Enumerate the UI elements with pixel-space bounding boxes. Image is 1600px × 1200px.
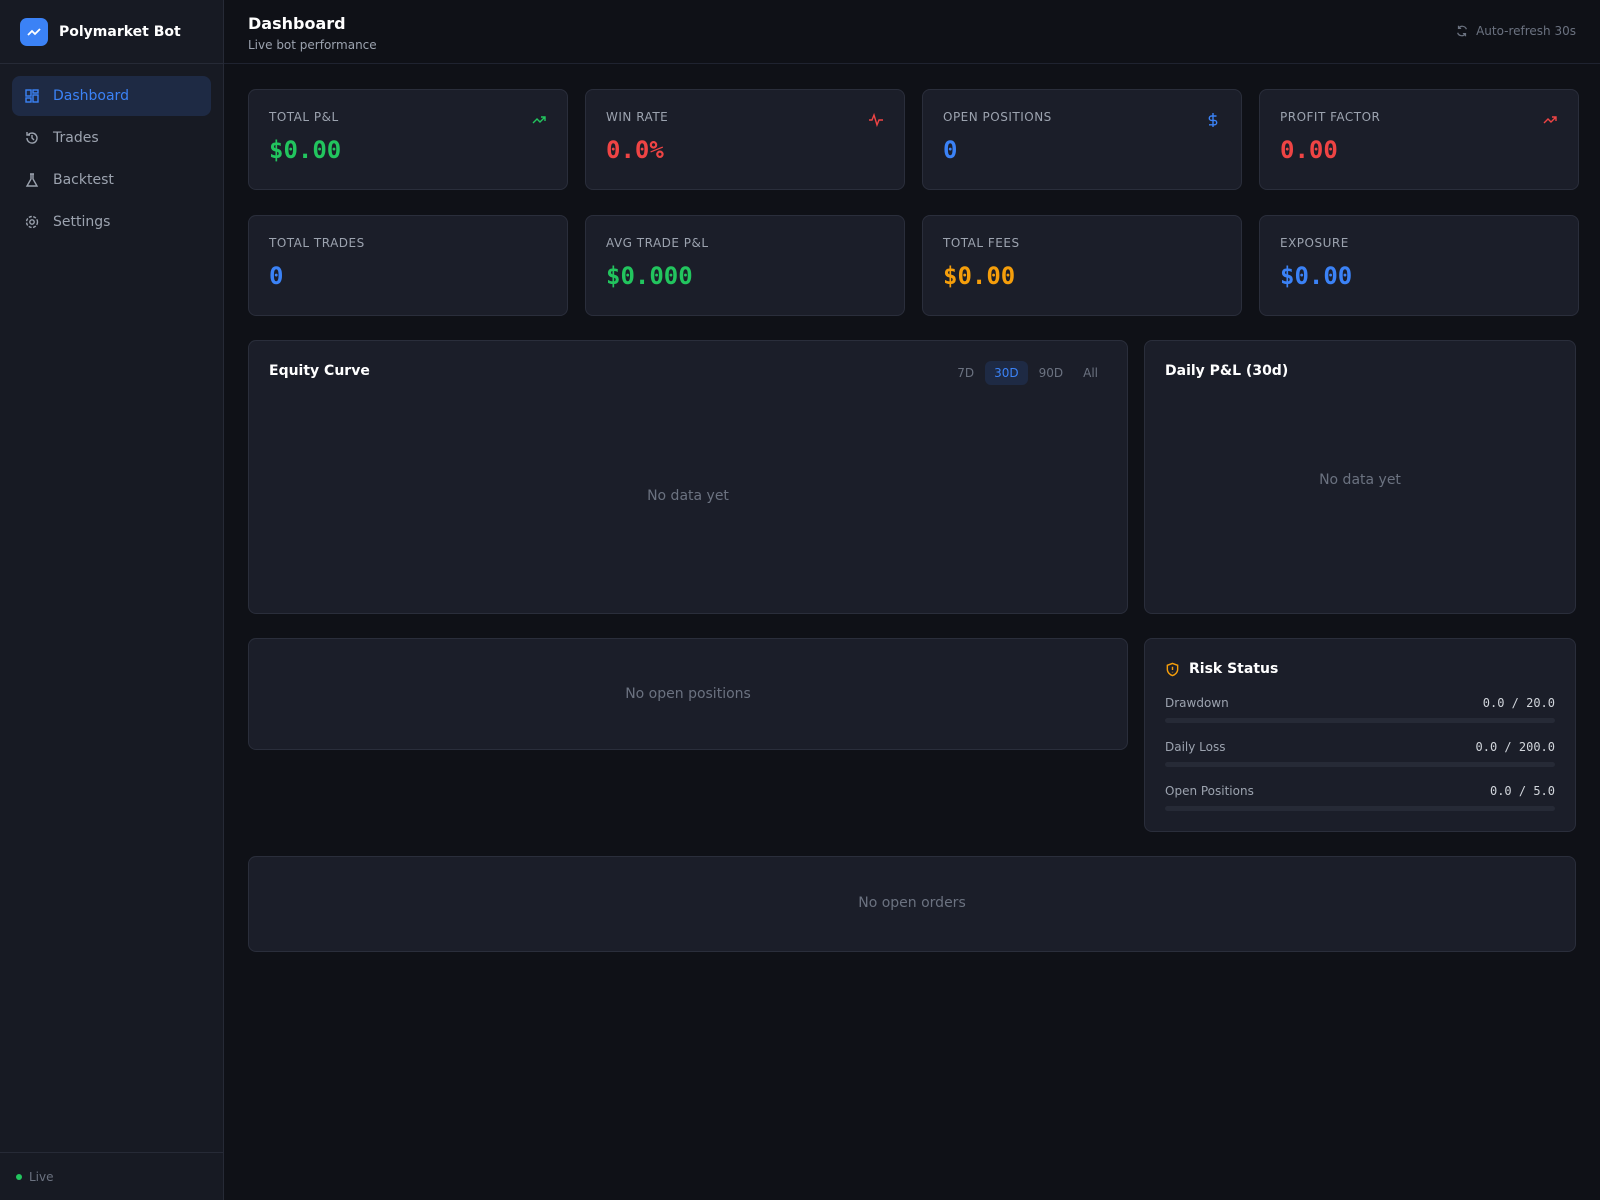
risk-label: Open Positions <box>1165 784 1254 798</box>
brand: Polymarket Bot <box>0 0 223 64</box>
risk-bar <box>1165 718 1555 723</box>
range-tabs: 7D 30D 90D All <box>946 361 1107 385</box>
card-title: Daily P&L (30d) <box>1165 363 1289 379</box>
status: Live <box>0 1152 223 1200</box>
orders-card: No open orders <box>248 856 1576 952</box>
stat-value: $0.00 <box>943 262 1016 290</box>
stat-icon <box>532 116 546 124</box>
empty-text: No data yet <box>1319 472 1401 488</box>
stat-value: $0.00 <box>269 136 342 164</box>
stat-label: TOTAL TRADES <box>269 236 365 250</box>
stat-card: WIN RATE 0.0% <box>585 89 905 190</box>
header: Dashboard Live bot performance Auto-refr… <box>224 0 1600 64</box>
stat-card: TOTAL FEES $0.00 <box>922 215 1242 316</box>
risk-label: Daily Loss <box>1165 740 1226 754</box>
risk-row: Open Positions 0.0 / 5.0 <box>1165 784 1555 811</box>
risk-bar <box>1165 762 1555 767</box>
risk-value: 0.0 / 200.0 <box>1475 740 1555 754</box>
stat-label: AVG TRADE P&L <box>606 236 709 250</box>
stat-card: OPEN POSITIONS 0 <box>922 89 1242 190</box>
nav-label: Dashboard <box>53 88 129 104</box>
page-title: Dashboard <box>248 14 346 33</box>
stat-card: EXPOSURE $0.00 <box>1259 215 1579 316</box>
stat-label: EXPOSURE <box>1280 236 1349 250</box>
stat-card: TOTAL TRADES 0 <box>248 215 568 316</box>
range-tab[interactable]: All <box>1083 366 1098 380</box>
nav-item[interactable]: Dashboard <box>12 76 211 116</box>
nav-label: Backtest <box>53 172 114 188</box>
risk-label: Drawdown <box>1165 696 1229 710</box>
stat-value: 0 <box>943 136 958 164</box>
stat-value: 0.0% <box>606 136 664 164</box>
stat-label: PROFIT FACTOR <box>1280 110 1381 124</box>
equity-card: Equity Curve 7D 30D 90D All No data yet <box>248 340 1128 614</box>
stat-label: TOTAL P&L <box>269 110 339 124</box>
card-title: Risk Status <box>1189 661 1279 677</box>
stat-card: PROFIT FACTOR 0.00 <box>1259 89 1579 190</box>
stat-value: 0.00 <box>1280 136 1338 164</box>
nav-label: Settings <box>53 214 111 230</box>
risk-row: Daily Loss 0.0 / 200.0 <box>1165 740 1555 767</box>
nav-item[interactable]: Settings <box>12 202 211 242</box>
range-tab[interactable]: 7D <box>957 366 975 380</box>
stat-icon <box>1543 116 1557 124</box>
stat-value: $0.000 <box>606 262 693 290</box>
logo <box>20 17 48 46</box>
empty-text: No data yet <box>647 488 729 504</box>
stat-icon <box>1208 113 1218 127</box>
empty-text: No open orders <box>858 895 966 911</box>
status-text: Live <box>29 1169 54 1184</box>
stat-value: $0.00 <box>1280 262 1353 290</box>
stat-label: TOTAL FEES <box>943 236 1020 250</box>
nav: Dashboard Trades Backtest Settings <box>0 64 223 256</box>
risk-value: 0.0 / 5.0 <box>1489 784 1555 798</box>
range-tab[interactable]: 90D <box>1038 366 1064 380</box>
stat-card: AVG TRADE P&L $0.000 <box>585 215 905 316</box>
stat-icon <box>869 112 883 128</box>
risk-row: Drawdown 0.0 / 20.0 <box>1165 696 1555 723</box>
stat-value: 0 <box>269 262 284 290</box>
stat-label: WIN RATE <box>606 110 669 124</box>
range-tab[interactable]: 30D <box>985 361 1028 385</box>
nav-item[interactable]: Trades <box>12 118 211 158</box>
risk-bar <box>1165 806 1555 811</box>
risk-card: Risk Status Drawdown 0.0 / 20.0 Daily Loss… <box>1144 638 1576 832</box>
shield-icon <box>1166 662 1179 677</box>
sidebar: Polymarket Bot Dashboard Trades Backtest… <box>0 0 224 1200</box>
refresh[interactable]: Auto-refresh 30s <box>1455 24 1576 38</box>
risk-value: 0.0 / 20.0 <box>1482 696 1555 710</box>
page-subtitle: Live bot performance <box>248 38 377 52</box>
stat-label: OPEN POSITIONS <box>943 110 1052 124</box>
nav-item[interactable]: Backtest <box>12 160 211 200</box>
empty-text: No open positions <box>625 686 751 702</box>
refresh-text: Auto-refresh 30s <box>1476 24 1576 38</box>
positions-card: No open positions <box>248 638 1128 750</box>
brand-name: Polymarket Bot <box>59 23 181 40</box>
card-title: Equity Curve <box>269 363 370 379</box>
daily-card: Daily P&L (30d) No data yet <box>1144 340 1576 614</box>
nav-label: Trades <box>53 130 99 146</box>
stat-card: TOTAL P&L $0.00 <box>248 89 568 190</box>
